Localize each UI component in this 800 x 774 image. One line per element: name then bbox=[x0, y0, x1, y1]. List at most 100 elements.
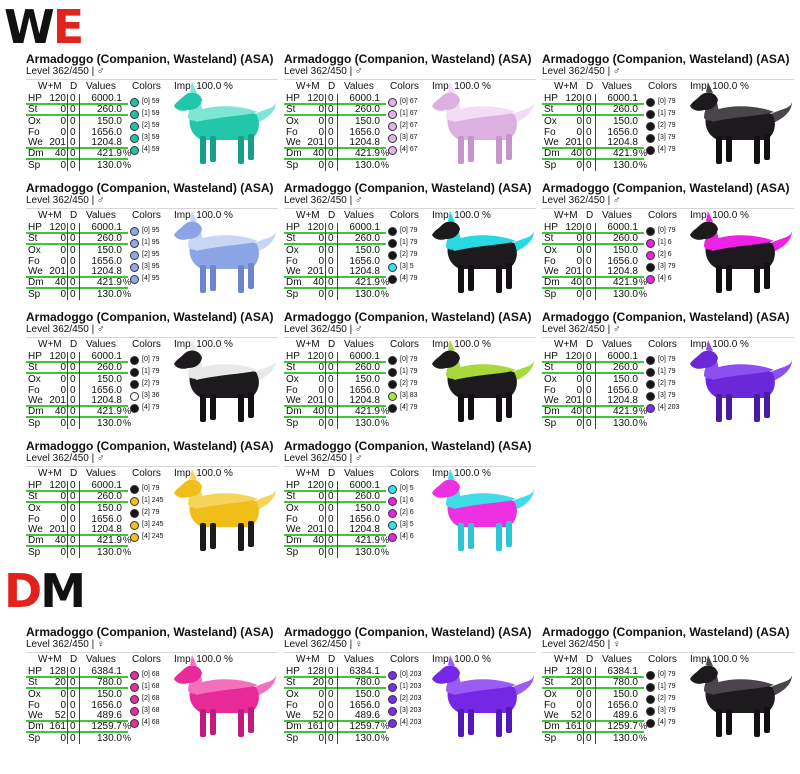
stat-row: Dm 40 0 421.9 % bbox=[284, 278, 389, 289]
stat-wild-mutated: 0 bbox=[318, 689, 324, 700]
color-region-label: [1] 79 bbox=[658, 110, 676, 117]
head bbox=[174, 479, 202, 498]
creature-card[interactable]: Armadoggo (Companion, Wasteland) (ASA) L… bbox=[284, 625, 536, 744]
stat-wild-mutated: 0 bbox=[576, 127, 582, 138]
stat-percent-suffix: % bbox=[123, 733, 132, 743]
color-region: [3] 79 bbox=[646, 133, 686, 145]
cell-separator bbox=[67, 374, 68, 385]
stat-domestic: 0 bbox=[328, 245, 334, 256]
creature-card[interactable]: Armadoggo (Companion, Wasteland) (ASA) L… bbox=[542, 625, 794, 744]
creature-card[interactable]: Armadoggo (Companion, Wasteland) (ASA) L… bbox=[542, 310, 794, 429]
cell-separator bbox=[583, 149, 584, 160]
stat-percent-suffix: % bbox=[123, 406, 132, 416]
color-region-label: [2] 79 bbox=[142, 509, 160, 516]
stat-value: 421.9 bbox=[612, 277, 638, 288]
color-region: [3] 67 bbox=[388, 133, 428, 145]
color-region-label: [1] 59 bbox=[142, 110, 160, 117]
stat-row: We 201 0 1204.8 bbox=[284, 138, 386, 149]
color-region: [1] 67 bbox=[388, 109, 428, 121]
color-swatch bbox=[388, 275, 397, 284]
stat-key: St bbox=[544, 233, 554, 244]
stat-domestic: 0 bbox=[328, 733, 334, 744]
creature-card[interactable]: Armadoggo (Companion, Wasteland) (ASA) L… bbox=[26, 52, 278, 171]
stat-row: Ox 0 0 150.0 bbox=[26, 374, 128, 385]
stat-row: St 0 0 260.0 bbox=[284, 363, 386, 374]
stat-value: 150.0 bbox=[612, 116, 638, 127]
color-region: [2] 79 bbox=[130, 379, 170, 391]
creature-card[interactable]: Armadoggo (Companion, Wasteland) (ASA) L… bbox=[542, 52, 794, 171]
cell-separator bbox=[337, 127, 338, 138]
color-region: [4] 67 bbox=[388, 145, 428, 157]
leg bbox=[200, 265, 206, 293]
cell-separator bbox=[325, 374, 326, 385]
stat-value: 1656.0 bbox=[91, 385, 122, 396]
color-region-list: [0] 79 [1] 79 [2] 79 [3] 5 [4] 79 bbox=[388, 226, 428, 286]
header-values: Values bbox=[602, 339, 632, 350]
stat-wild-mutated: 0 bbox=[60, 245, 66, 256]
color-region-list: [0] 68 [1] 68 [2] 68 [3] 68 [4] 68 bbox=[130, 670, 170, 730]
stat-key: Dm bbox=[544, 721, 560, 732]
creature-image bbox=[432, 340, 534, 422]
stat-percent-suffix: % bbox=[639, 418, 648, 428]
color-region: [4] 95 bbox=[130, 274, 170, 286]
stat-row: HP 120 0 6000.1 bbox=[26, 223, 128, 234]
stats-table: HP 120 0 6000.1 St 0 0 260.0 Ox 0 0 150.… bbox=[542, 223, 647, 300]
header-values: Values bbox=[86, 210, 116, 221]
stat-row: Dm 161 0 1259.7 % bbox=[542, 721, 647, 733]
ear bbox=[190, 469, 197, 480]
cell-separator bbox=[325, 234, 326, 245]
stat-value: 260.0 bbox=[354, 491, 380, 502]
header-imprinting: Imp: 100.0 % bbox=[432, 468, 491, 479]
stat-key: St bbox=[544, 362, 554, 373]
stat-key: HP bbox=[28, 351, 42, 362]
stat-wild-mutated: 161 bbox=[565, 721, 582, 732]
cell-separator bbox=[67, 127, 68, 138]
creature-card[interactable]: Armadoggo (Companion, Wasteland) (ASA) L… bbox=[284, 439, 536, 558]
cell-separator bbox=[79, 278, 80, 289]
creature-card[interactable]: Armadoggo (Companion, Wasteland) (ASA) L… bbox=[26, 439, 278, 558]
creature-card[interactable]: Armadoggo (Companion, Wasteland) (ASA) L… bbox=[284, 52, 536, 171]
stats-table: HP 128 0 6384.1 St 20 0 780.0 Ox 0 0 150… bbox=[26, 666, 132, 744]
stat-row: St 0 0 260.0 bbox=[284, 105, 386, 116]
creature-card[interactable]: Armadoggo (Companion, Wasteland) (ASA) L… bbox=[26, 310, 278, 429]
cell-separator bbox=[79, 374, 80, 385]
stat-key: Ox bbox=[28, 374, 41, 385]
stat-row: HP 120 0 6000.1 bbox=[26, 481, 128, 492]
stat-row: Fo 0 0 1656.0 bbox=[284, 514, 386, 525]
color-swatch bbox=[646, 356, 655, 365]
stat-wild-mutated: 0 bbox=[318, 233, 324, 244]
stats-table: HP 120 0 6000.1 St 0 0 260.0 Ox 0 0 150.… bbox=[26, 94, 131, 171]
stat-value: 421.9 bbox=[612, 406, 638, 417]
color-region: [4] 79 bbox=[130, 403, 170, 415]
stat-wild-mutated: 128 bbox=[565, 666, 582, 677]
leg bbox=[248, 707, 254, 733]
stat-domestic: 0 bbox=[70, 666, 76, 677]
stat-wild-mutated: 201 bbox=[307, 137, 324, 148]
color-swatch bbox=[388, 356, 397, 365]
creature-name: Armadoggo (Companion, Wasteland) (ASA) bbox=[284, 181, 532, 195]
creature-card[interactable]: Armadoggo (Companion, Wasteland) (ASA) L… bbox=[284, 310, 536, 429]
color-region-label: [4] 203 bbox=[400, 719, 422, 726]
stat-row: Fo 0 0 1656.0 bbox=[284, 385, 386, 396]
cell-separator bbox=[79, 711, 80, 722]
color-region-list: [0] 79 [1] 6 [2] 6 [3] 79 [4] 6 bbox=[646, 226, 686, 286]
creature-card[interactable]: Armadoggo (Companion, Wasteland) (ASA) L… bbox=[26, 181, 278, 300]
stat-value: 150.0 bbox=[354, 116, 380, 127]
color-region: [2] 79 bbox=[130, 508, 170, 520]
stat-key: Sp bbox=[286, 418, 299, 429]
creature-card[interactable]: Armadoggo (Companion, Wasteland) (ASA) L… bbox=[542, 181, 794, 300]
color-region-list: [0] 79 [1] 79 [2] 79 [3] 79 [4] 79 bbox=[646, 97, 686, 157]
divider bbox=[542, 652, 794, 653]
stat-value: 150.0 bbox=[612, 689, 638, 700]
stat-percent-suffix: % bbox=[123, 277, 132, 287]
leg bbox=[210, 709, 216, 735]
creature-card[interactable]: Armadoggo (Companion, Wasteland) (ASA) L… bbox=[26, 625, 278, 744]
creature-card[interactable]: Armadoggo (Companion, Wasteland) (ASA) L… bbox=[284, 181, 536, 300]
cell-separator bbox=[595, 711, 596, 722]
color-swatch bbox=[388, 509, 397, 518]
back-fur bbox=[708, 106, 774, 122]
color-region: [0] 79 bbox=[388, 355, 428, 367]
cell-separator bbox=[325, 385, 326, 396]
color-region-list: [0] 79 [1] 79 [2] 79 [3] 79 [4] 79 bbox=[646, 670, 686, 730]
back-fur bbox=[708, 235, 774, 251]
